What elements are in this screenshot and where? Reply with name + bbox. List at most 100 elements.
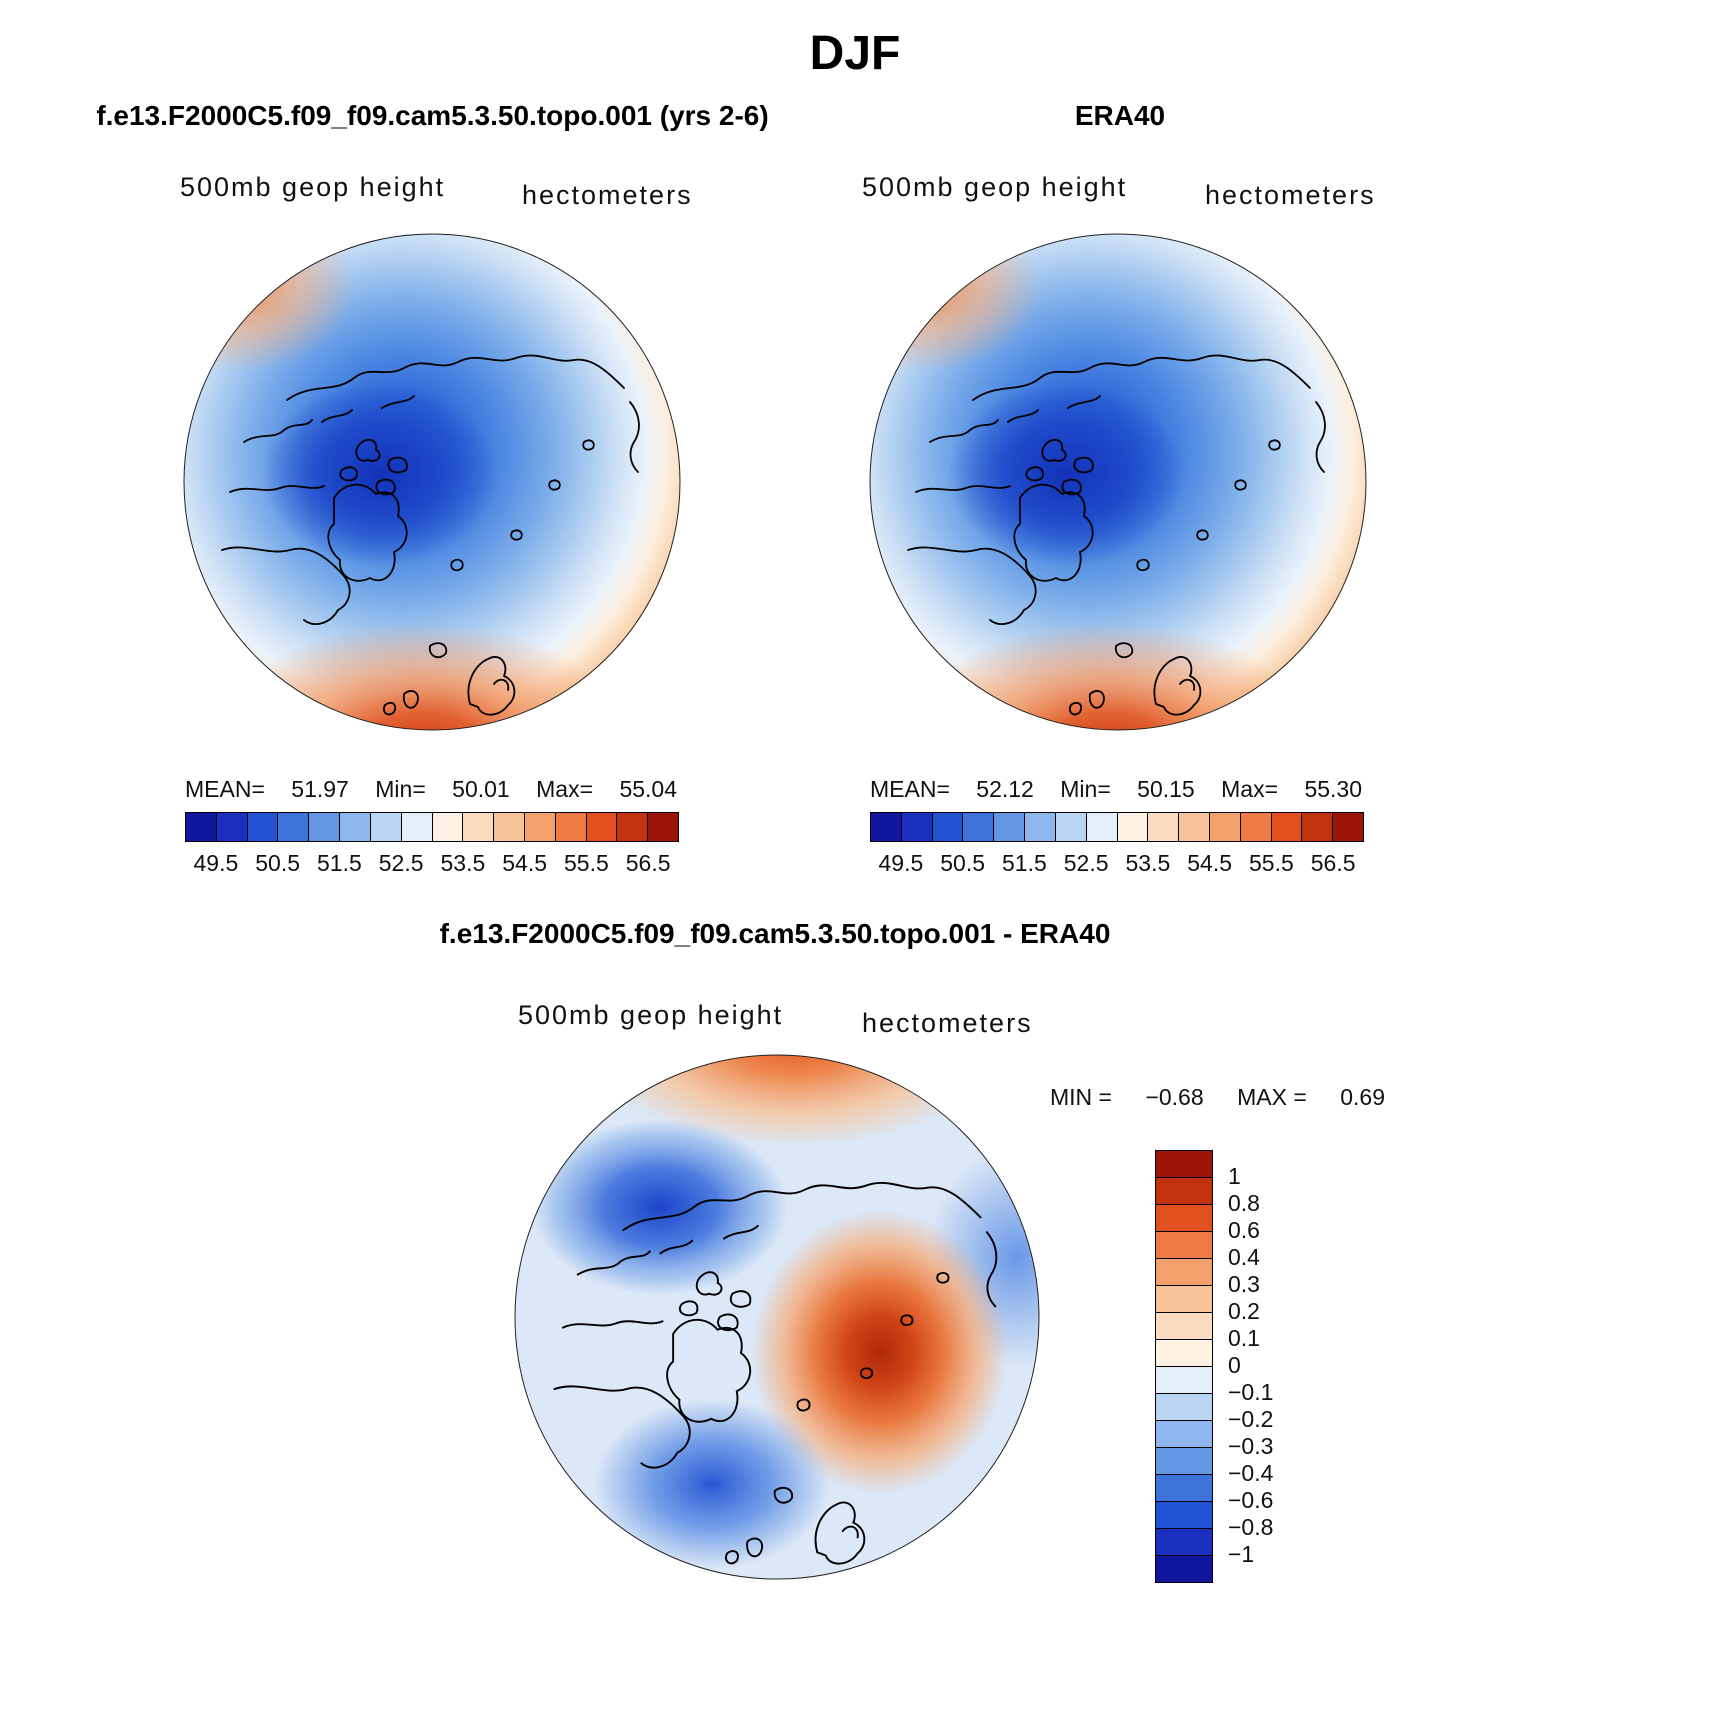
colorbar-tick-label: 53.5	[440, 850, 486, 876]
colorbar-segment	[1156, 1367, 1212, 1394]
colorbar-segment	[247, 813, 279, 841]
colorbar-tick-label: 56.5	[1310, 850, 1356, 876]
colorbar-segment	[901, 813, 933, 841]
colorbar-segment	[1025, 813, 1056, 841]
colorbar-tick-label: 49.5	[878, 850, 924, 876]
colorbar-tick-label: 50.5	[255, 850, 300, 876]
colorbar-tick-label: 54.5	[502, 850, 547, 876]
colorbar-segment	[963, 813, 995, 841]
model-panel-title: f.e13.F2000C5.f09_f09.cam5.3.50.topo.001…	[96, 100, 769, 131]
colorbar-segment	[1117, 813, 1149, 841]
diff-min-label: MIN =	[1050, 1084, 1112, 1110]
model-mean-label: MEAN=	[185, 776, 265, 802]
model-max-value: 55.04	[619, 776, 677, 802]
colorbar-segment	[463, 813, 495, 841]
colorbar-tick-label: −0.2	[1228, 1406, 1274, 1432]
colorbar-segment	[1156, 1286, 1212, 1313]
obs-colorbar-ticks: 49.5 50.5 51.5 52.5 53.5 54.5 55.5 56.5	[870, 850, 1364, 877]
colorbar-segment	[932, 813, 964, 841]
model-max-label: Max=	[536, 776, 594, 802]
colorbar-tick-label: 1	[1228, 1163, 1241, 1189]
colorbar-segment	[186, 813, 217, 841]
colorbar-segment	[1209, 813, 1241, 841]
colorbar-segment	[871, 813, 902, 841]
diff-stats-row: MIN = −0.68 MAX = 0.69	[1050, 1084, 1385, 1111]
colorbar-segment	[1156, 1529, 1212, 1556]
colorbar-segment	[1156, 1448, 1212, 1475]
diff-colorbar	[1155, 1150, 1213, 1583]
colorbar-tick-label: 0.6	[1228, 1217, 1260, 1243]
obs-mean-value: 52.12	[976, 776, 1034, 802]
colorbar-segment	[1086, 813, 1118, 841]
colorbar-segment	[1156, 1232, 1212, 1259]
colorbar-segment	[216, 813, 248, 841]
diff-max-label: MAX =	[1237, 1084, 1307, 1110]
model-map-boundary	[183, 233, 681, 731]
colorbar-segment	[1156, 1556, 1212, 1582]
colorbar-segment	[1156, 1151, 1212, 1178]
colorbar-tick-label: 49.5	[193, 850, 239, 876]
colorbar-segment	[1156, 1178, 1212, 1205]
obs-min-label: Min=	[1060, 776, 1111, 802]
obs-map-boundary	[869, 233, 1367, 731]
colorbar-segment	[1156, 1205, 1212, 1232]
colorbar-segment	[1156, 1313, 1212, 1340]
obs-panel-title: ERA40	[1074, 100, 1166, 131]
colorbar-tick-label: 52.5	[1063, 850, 1109, 876]
model-min-value: 50.01	[452, 776, 510, 802]
diff-field-label: 500mb geop height	[518, 1000, 784, 1030]
obs-min-value: 50.15	[1137, 776, 1195, 802]
colorbar-segment	[648, 813, 678, 841]
model-min-label: Min=	[375, 776, 426, 802]
diff-colorbar-ticks: 1 0.8 0.6 0.4 0.3 0.2 0.1 0 −0.1 −0.2 −0.3 −0.4 −0.6…	[1228, 1163, 1273, 1568]
colorbar-tick-label: 55.5	[1248, 850, 1294, 876]
colorbar-tick-label: 0.1	[1228, 1325, 1260, 1351]
colorbar-tick-label: 0.2	[1228, 1298, 1260, 1324]
colorbar-segment	[555, 813, 587, 841]
colorbar-segment	[1148, 813, 1180, 841]
colorbar-tick-label: −1	[1228, 1541, 1255, 1567]
colorbar-segment	[401, 813, 433, 841]
colorbar-segment	[1240, 813, 1272, 841]
colorbar-segment	[1333, 813, 1363, 841]
colorbar-tick-label: −0.6	[1228, 1487, 1274, 1513]
diff-map	[514, 1054, 1040, 1580]
colorbar-segment	[1156, 1394, 1212, 1421]
diff-max-value: 0.69	[1340, 1084, 1385, 1110]
colorbar-tick-label: 53.5	[1125, 850, 1171, 876]
model-field-label: 500mb geop height	[180, 172, 446, 202]
obs-stats-row: MEAN= 52.12 Min= 50.15 Max= 55.30	[870, 776, 1362, 803]
colorbar-segment	[1156, 1421, 1212, 1448]
colorbar-tick-label: 0.4	[1228, 1244, 1260, 1270]
model-units-label: hectometers	[522, 180, 693, 210]
colorbar-segment	[1156, 1340, 1212, 1367]
diff-min-value: −0.68	[1145, 1084, 1204, 1110]
page-title: DJF	[809, 27, 901, 80]
colorbar-segment	[586, 813, 618, 841]
colorbar-tick-label: 0	[1228, 1352, 1241, 1378]
obs-mean-label: MEAN=	[870, 776, 950, 802]
diff-map-boundary	[514, 1054, 1040, 1580]
colorbar-tick-label: −0.1	[1228, 1379, 1274, 1405]
colorbar-segment	[1302, 813, 1334, 841]
model-colorbar	[185, 812, 679, 842]
colorbar-segment	[617, 813, 649, 841]
colorbar-segment	[1156, 1502, 1212, 1529]
colorbar-segment	[309, 813, 341, 841]
model-map	[182, 232, 682, 732]
colorbar-tick-label: 55.5	[563, 850, 609, 876]
model-mean-value: 51.97	[291, 776, 349, 802]
obs-colorbar	[870, 812, 1364, 842]
model-map-contour-fill	[182, 232, 682, 732]
colorbar-segment	[1156, 1475, 1212, 1502]
colorbar-segment	[1179, 813, 1210, 841]
model-stats-row: MEAN= 51.97 Min= 50.01 Max= 55.04	[185, 776, 677, 803]
colorbar-tick-label: 51.5	[316, 850, 362, 876]
obs-field-label: 500mb geop height	[862, 172, 1128, 202]
colorbar-segment	[1055, 813, 1087, 841]
obs-units-label: hectometers	[1205, 180, 1376, 210]
colorbar-tick-label: 52.5	[378, 850, 424, 876]
colorbar-segment	[432, 813, 464, 841]
colorbar-tick-label: 51.5	[1001, 850, 1047, 876]
